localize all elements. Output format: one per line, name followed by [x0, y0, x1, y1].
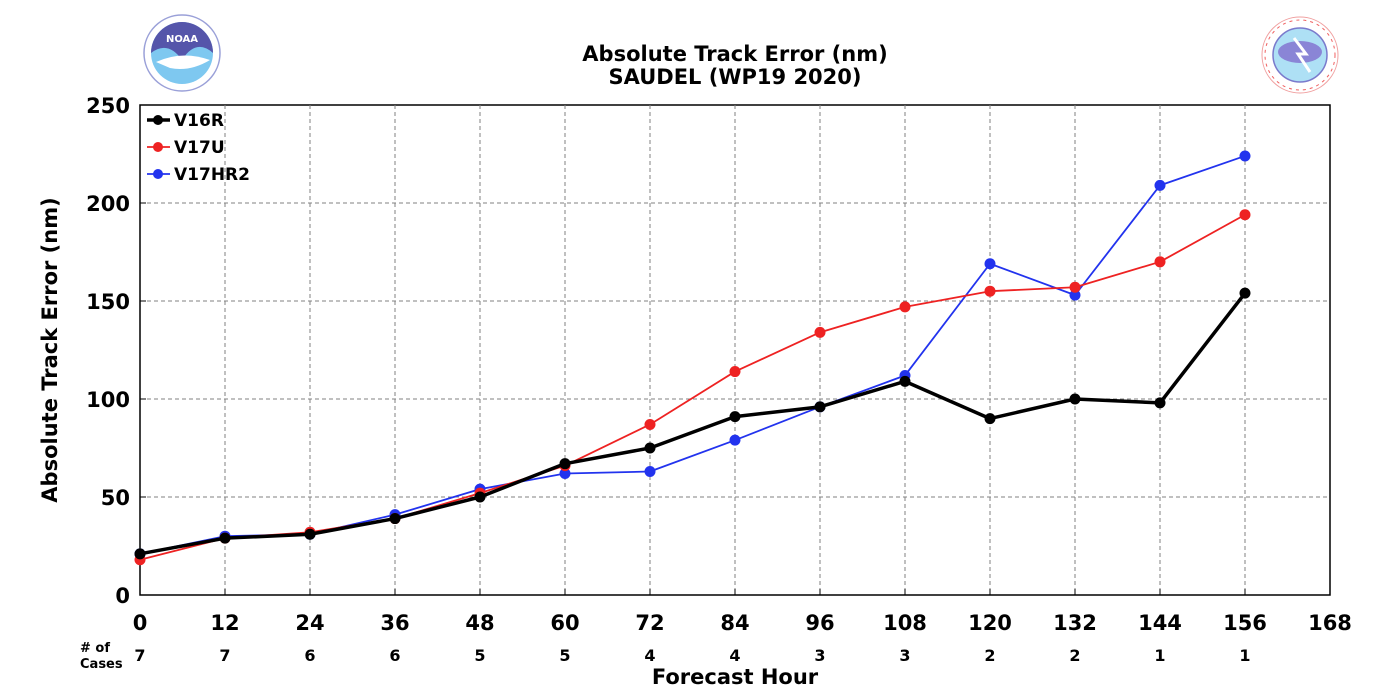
data-point-v17u: [729, 366, 741, 378]
x-tick-label: 60: [550, 611, 579, 635]
data-point-v16r: [899, 375, 911, 387]
x-tick-label: 36: [380, 611, 409, 635]
x-tick-label: 132: [1053, 611, 1097, 635]
x-tick-label: 12: [210, 611, 239, 635]
case-count: 3: [899, 646, 910, 665]
data-point-v16r: [729, 411, 741, 423]
data-point-v16r: [219, 532, 231, 544]
x-tick-label: 96: [805, 611, 834, 635]
x-tick-label: 144: [1138, 611, 1182, 635]
x-axis-label: Forecast Hour: [652, 665, 819, 689]
data-point-v17hr2: [644, 466, 656, 478]
x-tick-label: 108: [883, 611, 927, 635]
data-point-v17u: [1069, 281, 1081, 293]
data-point-v16r: [1239, 287, 1251, 299]
data-point-v17hr2: [729, 434, 741, 446]
data-point-v17hr2: [559, 467, 571, 479]
x-tick-label: 84: [720, 611, 749, 635]
legend-label-v16r: V16R: [174, 111, 224, 131]
x-axis-ticks: 0 12 24 36 48 60 72 84 96 108 120 132 144 156 168: [133, 589, 1352, 635]
data-point-v16r: [984, 413, 996, 425]
data-point-v17hr2: [1069, 289, 1081, 301]
series-line-v16r: [139, 292, 1247, 556]
y-tick-label: 50: [101, 486, 130, 510]
y-axis-ticks: 0 50 100 150 200 250: [86, 94, 146, 608]
grid-lines: [140, 105, 1330, 595]
series-v16r: [134, 287, 1251, 560]
cases-row: 7 7 6 6 5 5 4 4 3 3 2 2 1 1: [134, 646, 1250, 665]
legend-label-v17u: V17U: [174, 138, 225, 158]
data-point-v16r: [814, 401, 826, 413]
data-point-v16r: [134, 548, 146, 560]
data-point-v17u: [899, 301, 911, 313]
y-tick-label: 200: [86, 192, 130, 216]
y-tick-label: 0: [115, 584, 130, 608]
data-point-v16r: [644, 442, 656, 454]
case-count: 4: [729, 646, 740, 665]
case-count: 7: [219, 646, 230, 665]
cases-label-line1: # of: [80, 641, 110, 656]
x-tick-label: 48: [465, 611, 494, 635]
x-tick-label: 120: [968, 611, 1012, 635]
case-count: 7: [134, 646, 145, 665]
case-count: 5: [559, 646, 570, 665]
data-point-v17hr2: [1154, 179, 1166, 191]
legend-label-v17hr2: V17HR2: [174, 165, 250, 185]
data-point-v16r: [1069, 393, 1081, 405]
legend-item-v16r: V16R: [147, 111, 224, 131]
chart-subtitle: SAUDEL (WP19 2020): [609, 65, 862, 89]
cases-label-line2: Cases: [80, 657, 123, 672]
case-count: 3: [814, 646, 825, 665]
data-point-v17u: [814, 326, 826, 338]
case-count: 2: [1069, 646, 1080, 665]
legend-item-v17hr2: V17HR2: [147, 165, 250, 185]
data-point-v16r: [559, 458, 571, 470]
nws-logo-icon: [1261, 16, 1339, 94]
legend: V16R V17U V17HR2: [147, 111, 250, 185]
y-axis-label: Absolute Track Error (nm): [38, 197, 62, 502]
data-point-v16r: [1154, 397, 1166, 409]
x-tick-label: 0: [133, 611, 148, 635]
y-tick-label: 100: [86, 388, 130, 412]
noaa-logo-text: NOAA: [166, 34, 198, 45]
case-count: 4: [644, 646, 655, 665]
case-count: 5: [474, 646, 485, 665]
data-point-v17u: [984, 285, 996, 297]
x-tick-label: 24: [295, 611, 324, 635]
case-count: 6: [304, 646, 315, 665]
chart-title: Absolute Track Error (nm): [582, 42, 887, 66]
data-point-v16r: [474, 491, 486, 503]
data-point-v17hr2: [984, 258, 996, 270]
case-count: 6: [389, 646, 400, 665]
legend-item-v17u: V17U: [147, 138, 225, 158]
noaa-logo-icon: NOAA: [143, 14, 221, 92]
series-layer: [134, 150, 1251, 566]
data-point-v17u: [1154, 256, 1166, 268]
case-count: 2: [984, 646, 995, 665]
data-point-v17hr2: [1239, 150, 1251, 162]
data-point-v17u: [1239, 209, 1251, 221]
data-point-v16r: [304, 528, 316, 540]
case-count: 1: [1154, 646, 1165, 665]
case-count: 1: [1239, 646, 1250, 665]
y-tick-label: 250: [86, 94, 130, 118]
x-tick-label: 156: [1223, 611, 1267, 635]
data-point-v16r: [389, 513, 401, 525]
data-point-v17u: [644, 418, 656, 430]
x-tick-label: 72: [635, 611, 664, 635]
x-tick-label: 168: [1308, 611, 1352, 635]
y-tick-label: 150: [86, 290, 130, 314]
